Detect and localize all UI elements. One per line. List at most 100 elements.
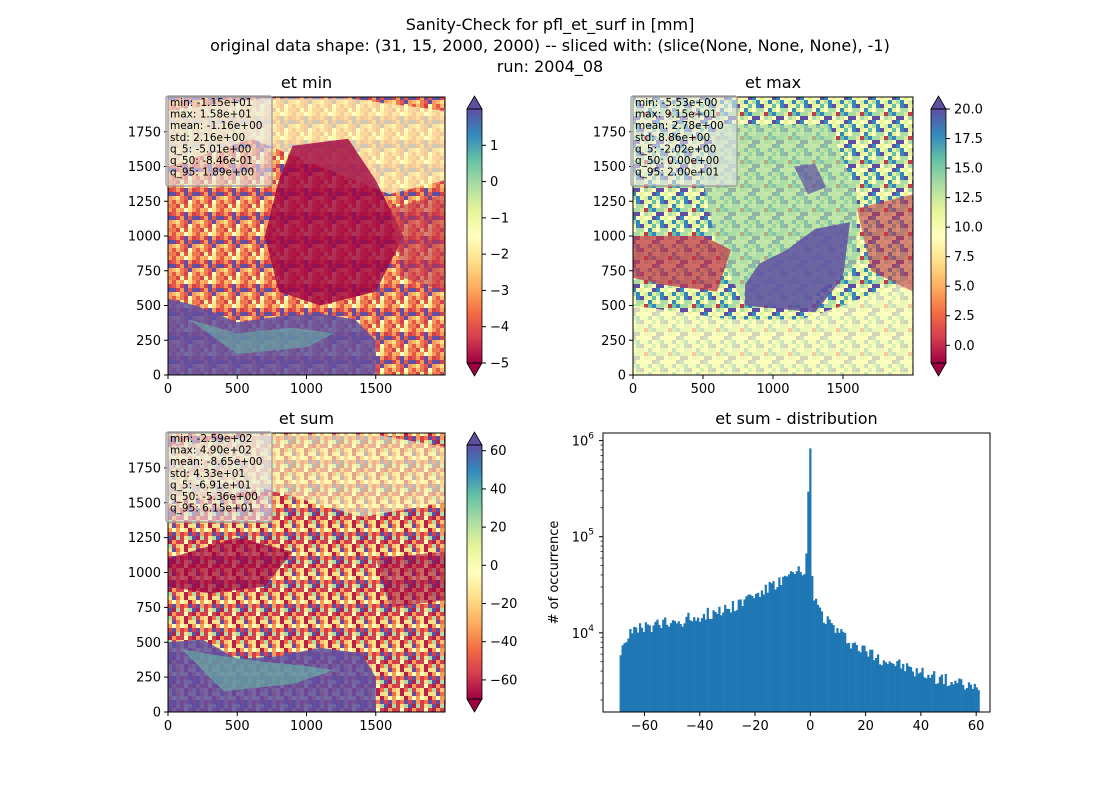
histogram-bar bbox=[619, 655, 622, 712]
stats-box-frame bbox=[165, 95, 273, 187]
colorbar-tick-label: 40 bbox=[490, 482, 507, 497]
stats-line: q_5: -5.01e+00 bbox=[170, 143, 251, 155]
histogram-bar bbox=[625, 642, 628, 712]
histogram-bar bbox=[931, 674, 934, 712]
heatmap-region bbox=[389, 194, 445, 292]
histogram-bar bbox=[940, 674, 944, 712]
x-tick-label: 1000 bbox=[756, 382, 789, 397]
y-tick-label: 1500 bbox=[593, 160, 626, 175]
histogram-bar bbox=[878, 664, 882, 712]
colorbar-extend-max bbox=[466, 431, 483, 446]
histogram-bar bbox=[658, 624, 661, 712]
histogram-bar bbox=[733, 611, 736, 712]
histogram-bar bbox=[770, 583, 773, 712]
histogram-bar bbox=[660, 628, 663, 712]
histogram-bar bbox=[973, 683, 976, 712]
histogram-bar bbox=[751, 595, 754, 712]
histogram-bar bbox=[830, 623, 833, 712]
y-tick-label: 250 bbox=[601, 334, 626, 349]
histogram-bar bbox=[921, 667, 924, 712]
histogram-bar bbox=[975, 687, 978, 712]
histogram-bar bbox=[656, 619, 659, 712]
panel-title: et min bbox=[281, 73, 332, 92]
histogram-bar bbox=[747, 594, 750, 712]
x-tick-label: −60 bbox=[631, 719, 658, 734]
histogram-bar bbox=[869, 649, 872, 712]
histogram-bar bbox=[718, 606, 721, 712]
y-tick-label: 1000 bbox=[128, 230, 161, 245]
histogram-bar bbox=[851, 643, 855, 712]
panel-et-max: et max 0 500 1000 1500 0 250 500 750 1000 1250 1500… bbox=[593, 73, 983, 397]
histogram-bar bbox=[890, 662, 893, 712]
x-tick-label: 500 bbox=[691, 382, 716, 397]
panel-title: et max bbox=[745, 73, 801, 92]
histogram-bar bbox=[671, 620, 675, 712]
y-tick-label: 1250 bbox=[593, 195, 626, 210]
histogram-bar bbox=[662, 619, 665, 712]
histogram-bar bbox=[799, 572, 802, 712]
histogram-bar bbox=[936, 683, 940, 712]
stats-line: mean: -1.16e+00 bbox=[170, 120, 262, 132]
heatmap-region bbox=[857, 194, 913, 292]
histogram-bar bbox=[685, 616, 688, 712]
colorbar-tick-label: 0 bbox=[490, 559, 498, 574]
histogram-bar bbox=[845, 643, 849, 712]
colorbar: −5 −4 −3 −2 −1 0 1 bbox=[466, 95, 509, 377]
y-tick-label: 750 bbox=[136, 601, 161, 616]
histogram-bar bbox=[967, 682, 971, 712]
heatmap-region bbox=[375, 551, 445, 608]
histogram-bar bbox=[760, 590, 764, 712]
histogram-bar bbox=[938, 676, 942, 712]
panel-title: et sum bbox=[279, 409, 334, 428]
y-tick-label: 500 bbox=[136, 636, 161, 651]
y-axis-label: # of occurrence bbox=[547, 521, 562, 625]
histogram-bar bbox=[621, 645, 624, 712]
histogram-bar bbox=[755, 593, 758, 712]
histogram-bar bbox=[952, 684, 955, 712]
histogram-bar bbox=[847, 642, 851, 712]
histogram-bar bbox=[745, 596, 748, 712]
histogram-bar bbox=[859, 652, 862, 712]
histogram-bar bbox=[797, 566, 800, 712]
y-tick-label: 750 bbox=[136, 264, 161, 279]
colorbar-extend-max bbox=[466, 95, 483, 110]
heatmap-region bbox=[181, 649, 335, 692]
histogram-bar bbox=[894, 665, 897, 712]
x-tick-label: 20 bbox=[857, 719, 874, 734]
suptitle-line-2: original data shape: (31, 15, 2000, 2000… bbox=[210, 36, 890, 55]
histogram-bar bbox=[867, 656, 870, 712]
histogram-bar bbox=[648, 625, 651, 712]
y-tick-label: 1000 bbox=[593, 230, 626, 245]
colorbar-extend-min bbox=[930, 362, 947, 377]
colorbar: 0.0 2.5 5.0 7.5 10.0 12.5 15.0 17.5 20.0 bbox=[930, 95, 983, 377]
histogram-bar bbox=[863, 645, 866, 712]
histogram-bar bbox=[708, 619, 711, 712]
histogram-bar bbox=[815, 598, 818, 712]
histogram-bar bbox=[727, 608, 731, 712]
colorbar-tick-label: 1 bbox=[490, 139, 498, 154]
histogram-bar bbox=[780, 585, 783, 712]
histogram-bar bbox=[871, 649, 874, 712]
histogram-bar bbox=[737, 599, 740, 712]
colorbar-tick-label: 2.5 bbox=[954, 309, 975, 324]
x-tick-label: 1500 bbox=[826, 382, 859, 397]
panel-et-min: et min 0 500 1000 1500 0 250 500 750 1000 1250 1500… bbox=[128, 73, 509, 397]
colorbar-frame bbox=[930, 108, 947, 364]
histogram-bar bbox=[822, 622, 825, 712]
x-tick-label: 60 bbox=[968, 719, 985, 734]
histogram-bar bbox=[811, 575, 814, 712]
colorbar-tick-label: −2 bbox=[490, 248, 509, 263]
histogram-bar bbox=[882, 660, 885, 712]
colorbar-tick-label: 20 bbox=[490, 521, 507, 536]
y-tick-label: 500 bbox=[136, 299, 161, 314]
heatmap-region bbox=[264, 138, 404, 306]
colorbar-gradient bbox=[467, 109, 482, 363]
colorbar-extend-min bbox=[466, 362, 483, 377]
histogram-bar bbox=[857, 650, 860, 712]
x-tick-label: 1000 bbox=[290, 382, 323, 397]
histogram-bar bbox=[712, 610, 715, 712]
colorbar-tick-label: 20.0 bbox=[954, 103, 983, 118]
histogram-bar bbox=[789, 571, 793, 712]
histogram-bar bbox=[642, 632, 646, 712]
histogram-bar bbox=[946, 686, 949, 712]
